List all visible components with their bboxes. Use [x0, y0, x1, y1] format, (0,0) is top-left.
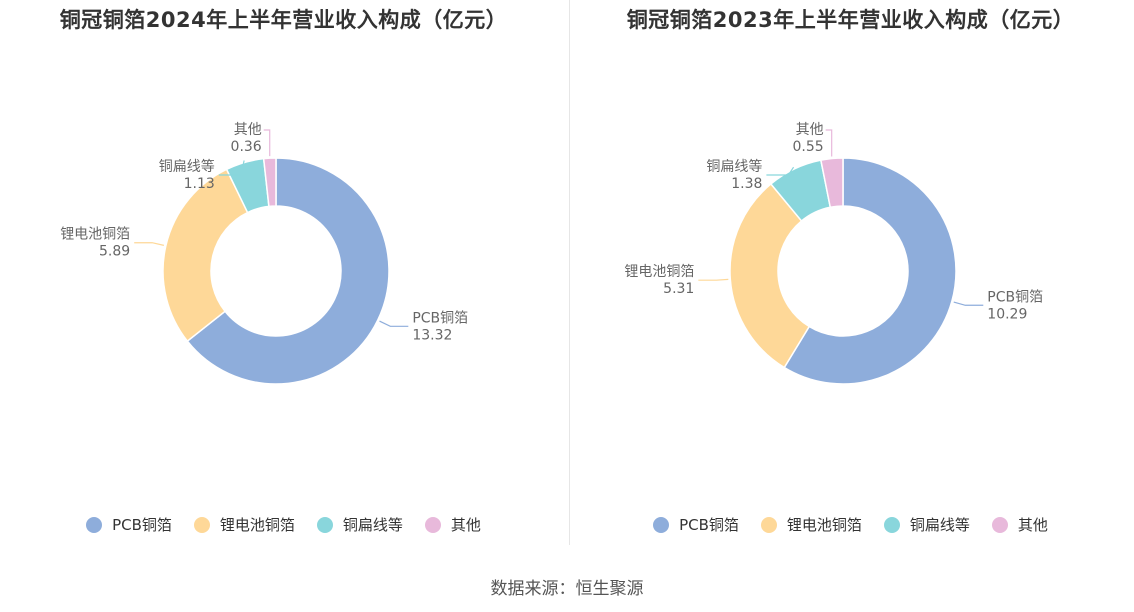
slice-value-label: 0.55 — [793, 139, 824, 155]
leader-line — [218, 160, 245, 176]
slice-category-label: 铜扁线等 — [706, 158, 762, 175]
legend-dot-icon — [424, 516, 441, 533]
leader-line — [698, 278, 729, 281]
slice-value-label: 1.38 — [731, 176, 762, 192]
chart-panel-2024: 铜冠铜箔2024年上半年营业收入构成（亿元） PCB铜箔 13.32 锂电池铜箔 5.… — [0, 0, 567, 560]
slice-category-label: 其他 — [234, 122, 262, 138]
legend-item-other[interactable]: 其他 — [991, 514, 1048, 535]
leader-line — [766, 166, 795, 176]
legend-dot-icon — [760, 516, 777, 533]
data-source: 数据来源：恒生聚源 — [490, 579, 644, 599]
donut-slice-other[interactable] — [262, 157, 277, 208]
slice-category-label: PCB铜箔 — [412, 310, 468, 326]
chart-panel-2023: 铜冠铜箔2023年上半年营业收入构成（亿元） PCB铜箔 10.29 锂电池铜箔 5.… — [567, 0, 1134, 560]
slice-category-label: 铜扁线等 — [159, 158, 215, 175]
slice-value-label: 0.36 — [231, 139, 262, 155]
legend-label: 锂电池铜箔 — [219, 516, 295, 534]
legend-dot-icon — [193, 516, 210, 533]
legend-label: PCB铜箔 — [112, 516, 172, 534]
slice-value-label: 13.32 — [412, 327, 452, 343]
leader-line — [134, 242, 165, 246]
donut-slice-other[interactable] — [819, 157, 844, 209]
legend-label: 其他 — [1017, 516, 1048, 534]
legend-dot-icon — [316, 516, 333, 533]
legend-dot-icon — [86, 516, 103, 533]
slice-category-label: PCB铜箔 — [987, 289, 1043, 305]
legend-dot-icon — [653, 516, 670, 533]
legend: PCB铜箔 锂电池铜箔 铜扁线等 其他 — [567, 514, 1134, 535]
slice-value-label: 5.31 — [663, 281, 694, 297]
slice-value-label: 5.89 — [99, 244, 130, 260]
legend-label: 锂电池铜箔 — [786, 516, 862, 534]
chart-title: 铜冠铜箔2023年上半年营业收入构成（亿元） — [626, 8, 1075, 32]
legend-label: 铜扁线等 — [342, 516, 403, 534]
legend-label: 其他 — [450, 516, 481, 534]
legend-label: 铜扁线等 — [909, 516, 970, 534]
leader-line — [953, 301, 984, 306]
leader-line — [825, 129, 833, 157]
legend-item-battery[interactable]: 锂电池铜箔 — [193, 514, 295, 535]
leader-line — [379, 320, 409, 327]
legend-item-pcb[interactable]: PCB铜箔 — [86, 514, 172, 535]
chart-title: 铜冠铜箔2024年上半年营业收入构成（亿元） — [59, 8, 508, 32]
leader-line — [263, 129, 271, 157]
legend-item-pcb[interactable]: PCB铜箔 — [653, 514, 739, 535]
legend-dot-icon — [883, 516, 900, 533]
legend-item-battery[interactable]: 锂电池铜箔 — [760, 514, 862, 535]
slice-category-label: 其他 — [796, 122, 824, 138]
donut-slice-battery[interactable] — [162, 168, 249, 343]
donut-slice-battery[interactable] — [729, 182, 811, 369]
slice-category-label: 锂电池铜箔 — [624, 264, 694, 280]
donut-slice-pcb[interactable] — [783, 157, 957, 385]
legend-dot-icon — [991, 516, 1008, 533]
slice-value-label: 1.13 — [184, 176, 215, 192]
donut-slice-pcb[interactable] — [186, 157, 390, 385]
legend: PCB铜箔 锂电池铜箔 铜扁线等 其他 — [0, 514, 567, 535]
slice-category-label: 锂电池铜箔 — [60, 227, 130, 243]
legend-item-flatwire[interactable]: 铜扁线等 — [883, 514, 970, 535]
legend-item-flatwire[interactable]: 铜扁线等 — [316, 514, 403, 535]
slice-value-label: 10.29 — [987, 306, 1027, 322]
legend-label: PCB铜箔 — [679, 516, 739, 534]
legend-item-other[interactable]: 其他 — [424, 514, 481, 535]
panel-divider — [569, 0, 570, 545]
